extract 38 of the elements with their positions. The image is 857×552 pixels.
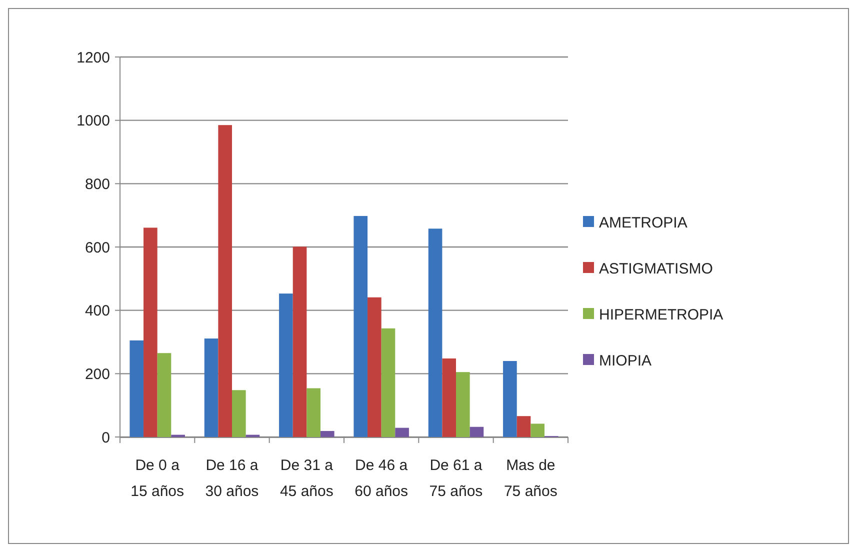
x-tick-label: De 31 a 45 años bbox=[280, 457, 334, 500]
bar bbox=[470, 426, 484, 437]
bar bbox=[428, 228, 442, 437]
y-tick-label: 800 bbox=[84, 176, 110, 193]
y-tick-label: 200 bbox=[84, 366, 110, 383]
x-tick-label: De 46 a 60 años bbox=[354, 457, 408, 500]
bar bbox=[442, 358, 456, 437]
bar bbox=[456, 372, 470, 437]
bar bbox=[381, 328, 396, 437]
bar bbox=[232, 390, 246, 437]
bar bbox=[516, 416, 531, 437]
x-tick-label: De 61 a 75 años bbox=[429, 457, 483, 500]
bar bbox=[157, 353, 172, 437]
legend-label: ASTIGMATISMO bbox=[599, 260, 713, 278]
bar bbox=[144, 228, 158, 437]
bar bbox=[130, 340, 144, 437]
x-tick-label: Mas de 75 años bbox=[504, 457, 558, 500]
bar bbox=[354, 216, 368, 437]
bar bbox=[320, 430, 334, 437]
y-tick-label: 400 bbox=[84, 302, 110, 320]
legend-label: HIPERMETROPIA bbox=[599, 306, 724, 324]
bar bbox=[306, 388, 320, 437]
y-tick-label: 600 bbox=[84, 239, 110, 256]
y-tick-label: 0 bbox=[102, 429, 110, 446]
bar bbox=[368, 297, 382, 437]
bar bbox=[204, 338, 218, 437]
x-tick-label: De 16 a 30 años bbox=[205, 457, 259, 500]
bar bbox=[503, 361, 517, 437]
x-tick-label: De 0 a 15 años bbox=[130, 457, 184, 500]
y-tick-label: 1000 bbox=[76, 112, 110, 130]
bar bbox=[218, 125, 232, 437]
bar bbox=[530, 424, 544, 437]
y-tick-label: 1200 bbox=[76, 49, 110, 66]
bar bbox=[395, 428, 409, 437]
bar bbox=[279, 294, 293, 437]
legend-label: MIOPIA bbox=[599, 352, 652, 370]
bar bbox=[292, 246, 307, 437]
legend-label: AMETROPIA bbox=[599, 214, 688, 232]
